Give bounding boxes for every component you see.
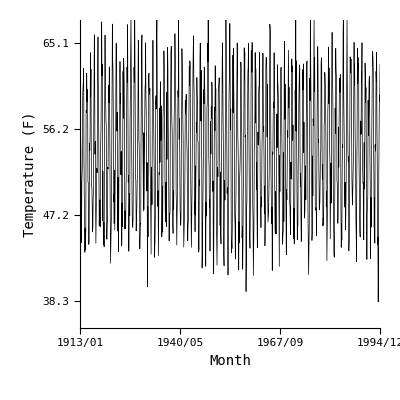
- X-axis label: Month: Month: [209, 354, 251, 368]
- Y-axis label: Temperature (F): Temperature (F): [23, 111, 37, 237]
